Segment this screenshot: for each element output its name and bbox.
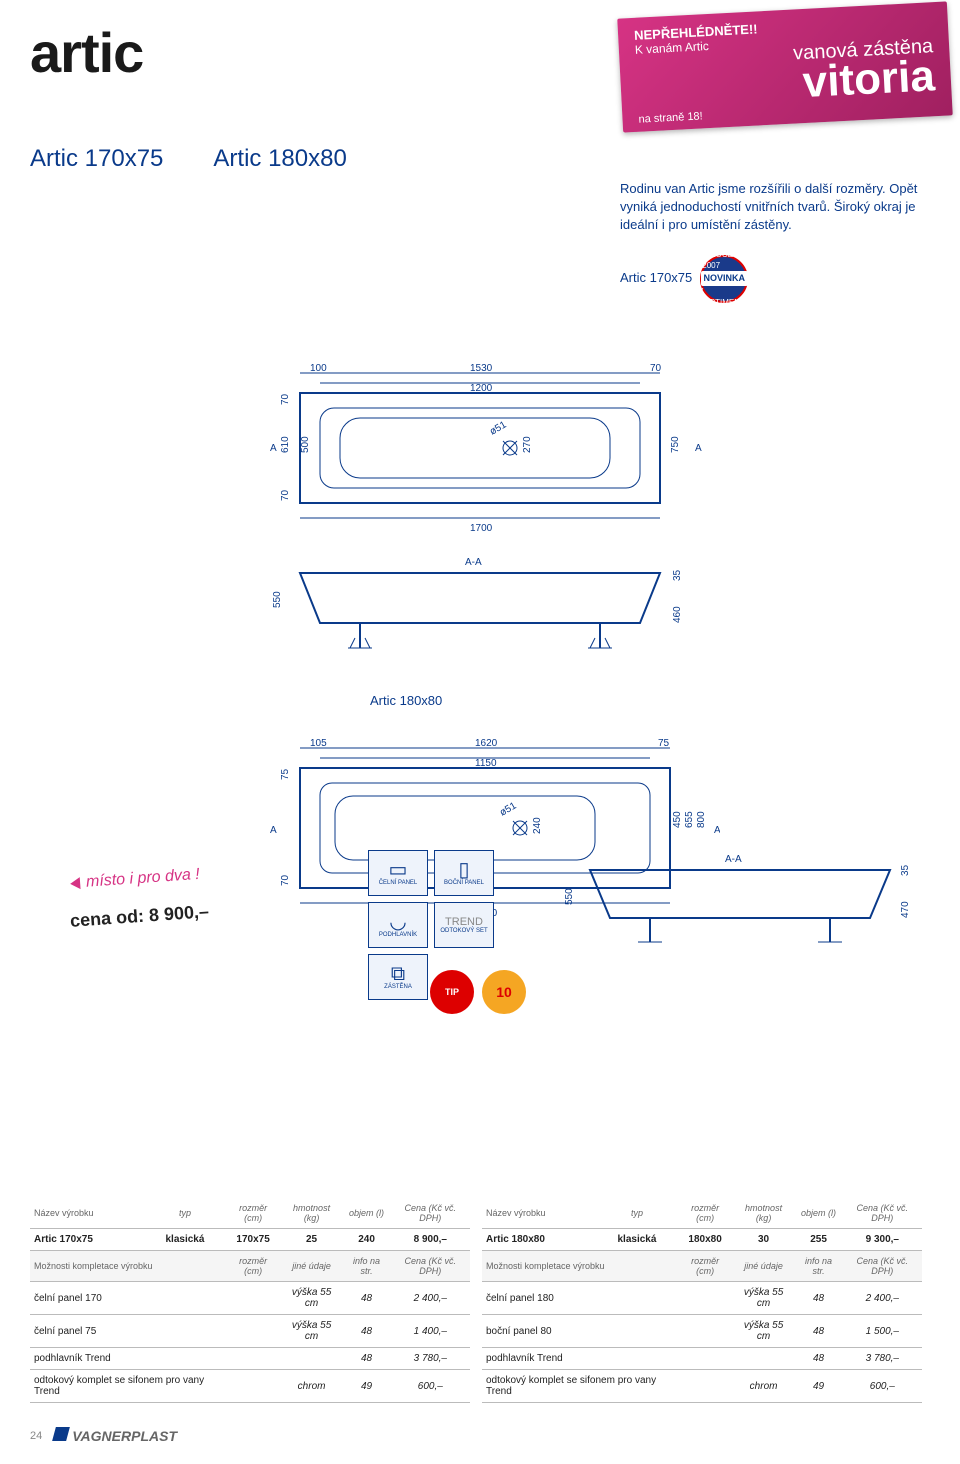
diagram-180-section: A-A 550 35 470 — [550, 850, 930, 965]
badge-bot: V SORTIMENTU — [698, 286, 751, 308]
svg-text:A: A — [270, 825, 277, 836]
table-170: Název výrobku typ rozměr (cm) hmotnost (… — [30, 1198, 470, 1403]
svg-text:1200: 1200 — [470, 383, 493, 394]
diagram-170-plan: 100 1530 1200 70 A 70 610 500 70 750 A ø… — [30, 353, 930, 533]
footer-brand: VAGNERPLAST — [72, 1428, 177, 1444]
th-cena2: Cena (Kč vč. DPH) — [843, 1251, 922, 1282]
model-b-title: Artic 180x80 — [213, 145, 346, 173]
th-info: info na str. — [795, 1251, 843, 1282]
th-name: Název výrobku — [30, 1198, 144, 1229]
svg-text:A-A: A-A — [465, 557, 482, 568]
promo-card: NEPŘEHLÉDNĚTE!! K vanám Artic vanová zás… — [620, 10, 950, 124]
th-moz: Možnosti kompletace výrobku — [482, 1251, 678, 1282]
th-info: info na str. — [343, 1251, 391, 1282]
svg-text:450: 450 — [672, 811, 683, 828]
badge-mid: NOVINKA — [701, 271, 749, 286]
svg-text:70: 70 — [280, 874, 291, 886]
svg-text:270: 270 — [522, 436, 533, 453]
svg-text:70: 70 — [280, 489, 291, 501]
table-row: podhlavník Trend483 780,– — [30, 1348, 470, 1370]
svg-text:610: 610 — [280, 436, 291, 453]
page-number: 24 — [30, 1430, 42, 1442]
th-moz: Možnosti kompletace výrobku — [30, 1251, 226, 1282]
svg-text:1620: 1620 — [475, 738, 498, 749]
table-row: odtokový komplet se sifonem pro vany Tre… — [482, 1370, 922, 1403]
th-jine: jiné údaje — [733, 1251, 795, 1282]
icon-celni-panel: ▭ČELNÍ PANEL — [368, 850, 428, 896]
svg-text:75: 75 — [658, 738, 670, 749]
th-rozm: rozměr (cm) — [226, 1198, 281, 1229]
row-main-170: Artic 170x75 klasická 170x75 25 240 8 90… — [30, 1229, 470, 1251]
callout-block: místo i pro dva ! cena od: 8 900,– — [70, 870, 209, 927]
badge-top: V ROCE 2007 — [702, 249, 746, 271]
th-name: Název výrobku — [482, 1198, 596, 1229]
th-cena2: Cena (Kč vč. DPH) — [391, 1251, 470, 1282]
svg-text:A: A — [714, 825, 720, 836]
novinka-badge: V ROCE 2007 NOVINKA V SORTIMENTU — [700, 255, 748, 303]
svg-text:460: 460 — [672, 606, 683, 623]
diagram-170-section: A-A 550 35 460 — [30, 553, 930, 663]
svg-text:500: 500 — [300, 436, 311, 453]
svg-text:550: 550 — [272, 591, 283, 608]
th-jine: jiné údaje — [281, 1251, 343, 1282]
svg-text:70: 70 — [280, 393, 291, 405]
th-typ: typ — [596, 1198, 677, 1229]
svg-text:35: 35 — [900, 864, 911, 876]
svg-text:1150: 1150 — [475, 758, 497, 769]
th-obj: objem (l) — [795, 1198, 843, 1229]
svg-text:1700: 1700 — [470, 523, 493, 533]
table-row: čelní panel 75výška 55 cm481 400,– — [30, 1315, 470, 1348]
svg-text:A: A — [270, 443, 277, 454]
th-typ: typ — [144, 1198, 225, 1229]
table-row: čelní panel 170výška 55 cm482 400,– — [30, 1282, 470, 1315]
svg-text:655: 655 — [684, 811, 695, 828]
th-rozm: rozměr (cm) — [678, 1198, 733, 1229]
icon-zastena: ⧉ZÁSTĚNA — [368, 954, 428, 1000]
logo-icon — [52, 1427, 70, 1441]
svg-text:70: 70 — [650, 363, 662, 374]
intro-text: Rodinu van Artic jsme rozšířili o další … — [620, 180, 930, 235]
model-a-title: Artic 170x75 — [30, 145, 163, 173]
warranty-seal: 10 — [482, 970, 526, 1014]
svg-text:470: 470 — [900, 901, 911, 918]
table-row: odtokový komplet se sifonem pro vany Tre… — [30, 1370, 470, 1403]
icon-bocni-panel: ▯BOČNÍ PANEL — [434, 850, 494, 896]
svg-text:A-A: A-A — [725, 854, 742, 865]
th-rozm2: rozměr (cm) — [678, 1251, 733, 1282]
price-callout: cena od: 8 900,– — [69, 901, 209, 932]
svg-text:35: 35 — [672, 569, 683, 581]
table-row: boční panel 80výška 55 cm481 500,– — [482, 1315, 922, 1348]
svg-text:750: 750 — [670, 436, 681, 453]
icon-odtokovy-set: TRENDODTOKOVÝ SET — [434, 902, 494, 948]
th-obj: objem (l) — [343, 1198, 391, 1229]
table-row: čelní panel 180výška 55 cm482 400,– — [482, 1282, 922, 1315]
table-row: podhlavník Trend483 780,– — [482, 1348, 922, 1370]
svg-text:800: 800 — [696, 811, 707, 828]
diag180-title: Artic 180x80 — [370, 693, 930, 708]
icon-podhlavnik: ◡PODHLAVNÍK — [368, 902, 428, 948]
tip-seal: TIP — [430, 970, 474, 1014]
svg-text:105: 105 — [310, 738, 327, 749]
triangle-icon — [70, 877, 81, 890]
th-hm: hmotnost (kg) — [281, 1198, 343, 1229]
th-hm: hmotnost (kg) — [733, 1198, 795, 1229]
svg-text:100: 100 — [310, 363, 327, 374]
diag170-title: Artic 170x75 — [620, 269, 692, 287]
svg-text:75: 75 — [280, 768, 291, 780]
svg-text:1530: 1530 — [470, 363, 493, 374]
svg-text:240: 240 — [532, 817, 543, 834]
th-rozm2: rozměr (cm) — [226, 1251, 281, 1282]
callout-text: místo i pro dva ! — [86, 866, 201, 891]
th-cena: Cena (Kč vč. DPH) — [843, 1198, 922, 1229]
svg-text:ø51: ø51 — [488, 419, 509, 437]
brand-title: artic — [30, 20, 347, 85]
svg-text:ø51: ø51 — [498, 800, 519, 818]
svg-text:550: 550 — [564, 888, 575, 905]
svg-text:A: A — [695, 443, 702, 454]
th-cena: Cena (Kč vč. DPH) — [391, 1198, 470, 1229]
table-180: Název výrobku typ rozměr (cm) hmotnost (… — [482, 1198, 922, 1403]
row-main-180: Artic 180x80 klasická 180x80 30 255 9 30… — [482, 1229, 922, 1251]
